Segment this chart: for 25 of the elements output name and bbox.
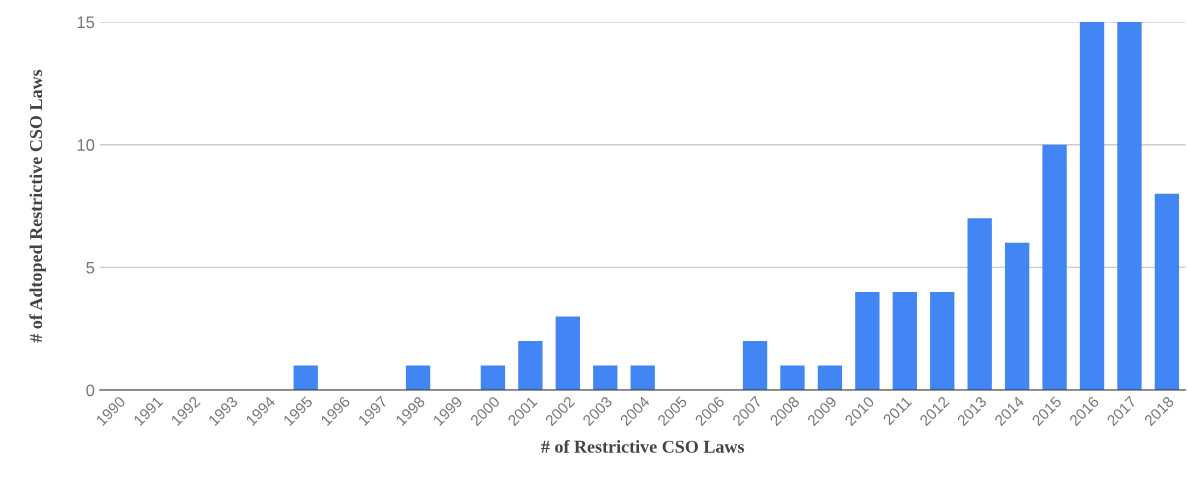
bar [293, 365, 318, 391]
bar [817, 365, 843, 391]
x-axis-title: # of Restrictive CSO Laws [541, 439, 745, 453]
y-tick-label: 15 [77, 16, 95, 29]
bar [518, 340, 543, 391]
bar [1042, 144, 1067, 391]
bar [1004, 242, 1030, 391]
y-axis-title: # of Adtoped Restrictive CSO Laws [29, 69, 46, 343]
bar [405, 365, 431, 391]
bar [855, 291, 880, 391]
bar [967, 218, 992, 391]
bar [630, 365, 655, 391]
bar [742, 340, 768, 391]
bar [930, 291, 955, 391]
bar [892, 291, 917, 391]
bar [480, 365, 506, 391]
bar [1079, 22, 1105, 391]
y-tick-label: 10 [77, 139, 95, 151]
bar [593, 365, 618, 391]
bar [1117, 22, 1142, 391]
y-tick-label: 5 [86, 261, 95, 274]
y-tick-label: 0 [86, 384, 95, 397]
bar [780, 365, 805, 391]
bar [555, 316, 580, 391]
bar [1154, 193, 1180, 391]
